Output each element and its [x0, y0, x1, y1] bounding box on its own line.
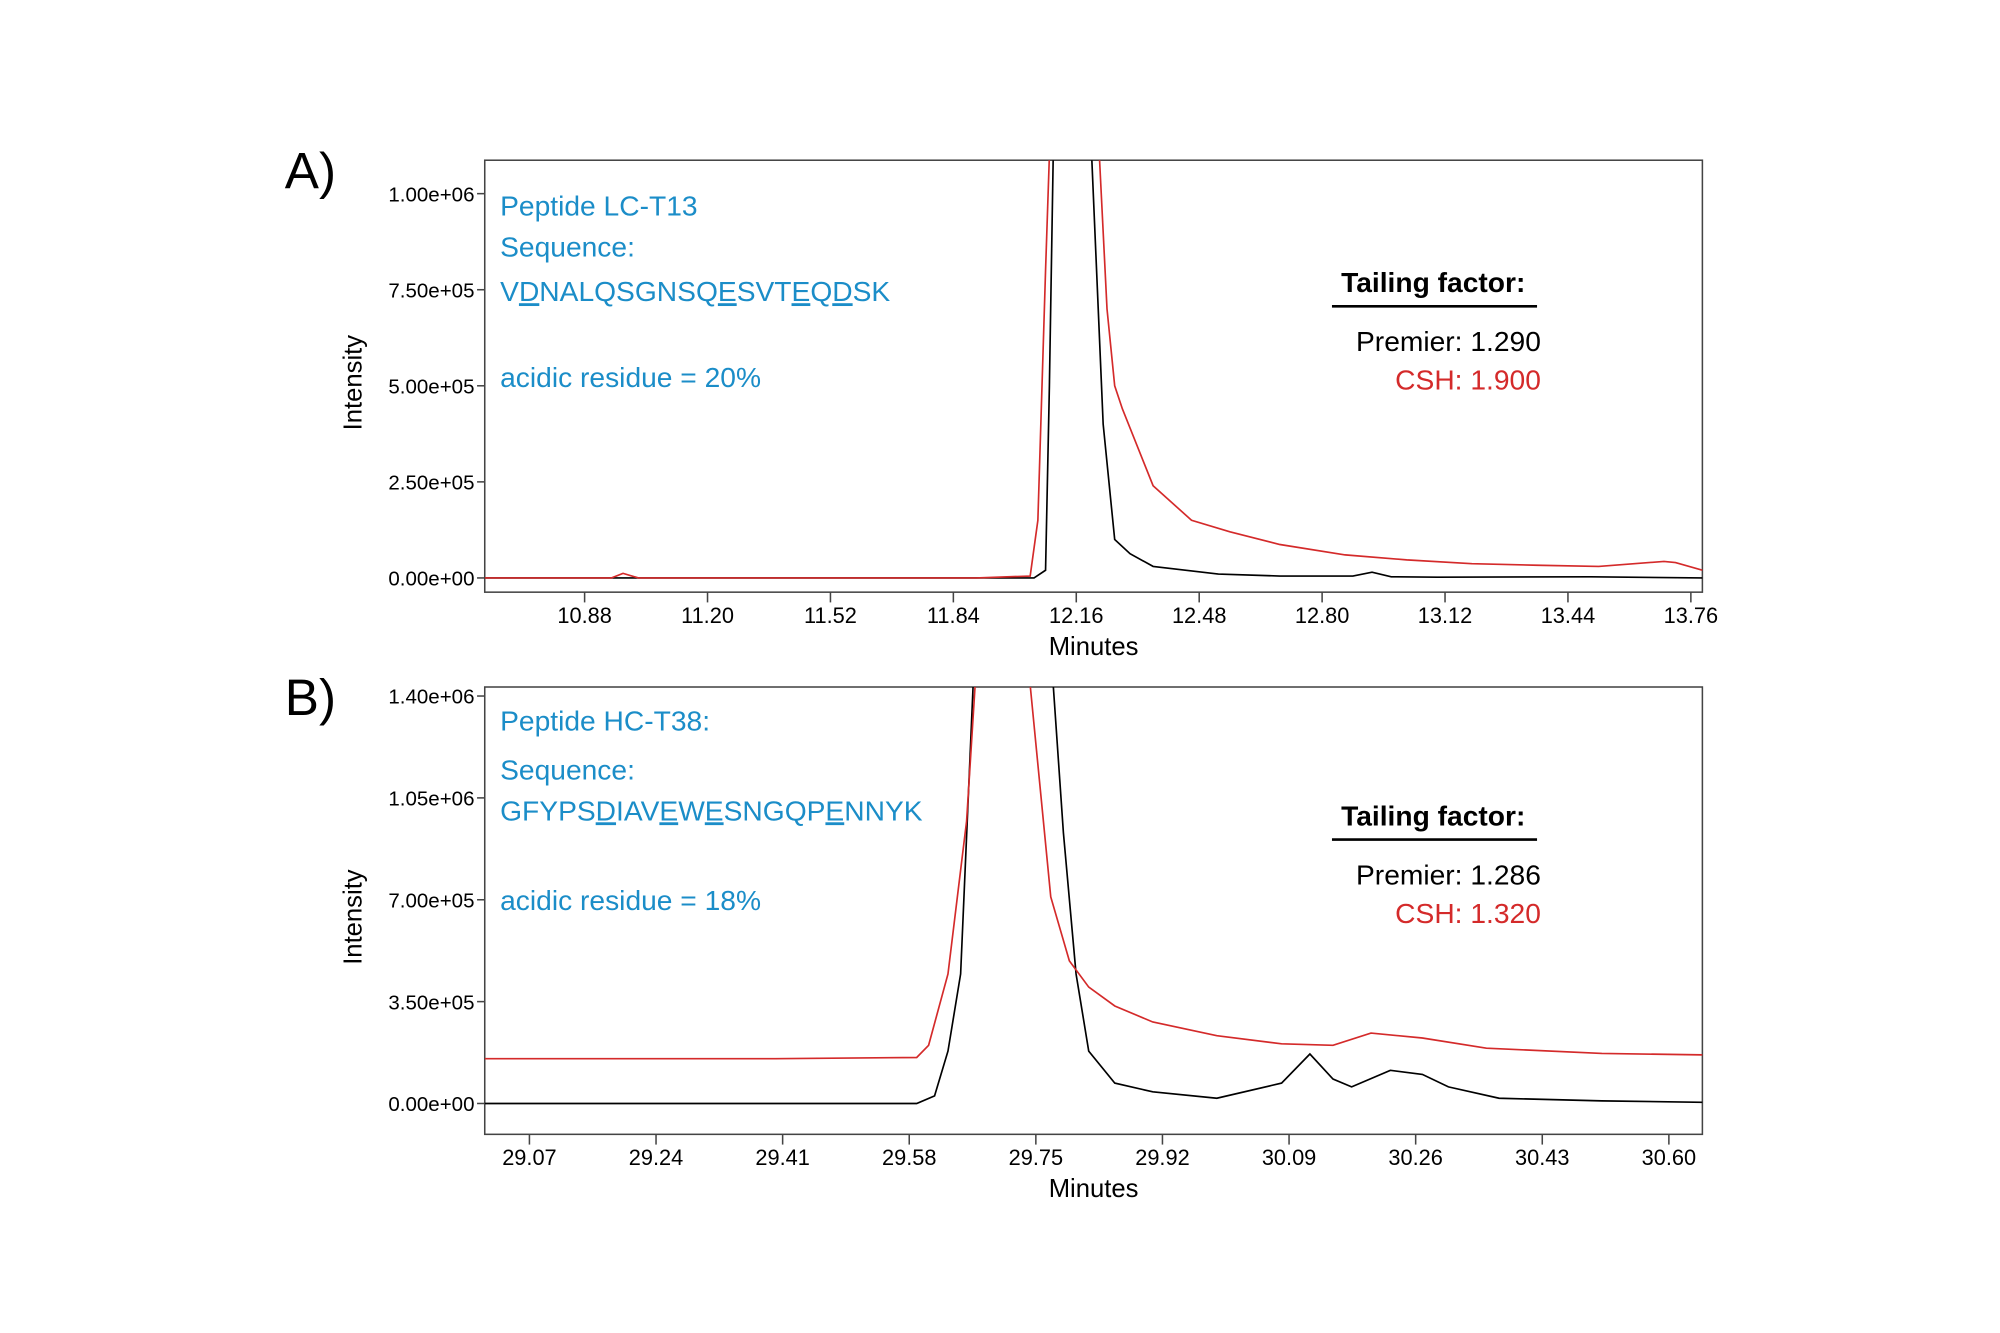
- x-tick-label: 30.60: [1642, 1145, 1696, 1170]
- sequence-segment: NALQSGNSQ: [539, 275, 718, 307]
- sequence-segment: E: [792, 275, 811, 307]
- panel-label: B): [285, 669, 336, 726]
- x-axis-title: Minutes: [1049, 633, 1139, 661]
- sequence-segment: D: [596, 794, 616, 826]
- tailing-value: Premier: 1.286: [1356, 858, 1541, 890]
- x-tick-label: 30.43: [1515, 1145, 1569, 1170]
- sequence-segment: W: [678, 794, 705, 826]
- sequence-segment: D: [519, 275, 539, 307]
- x-tick-label: 29.41: [755, 1145, 809, 1170]
- x-tick-label: 11.20: [681, 603, 734, 628]
- y-tick-label: 5.00e+05: [388, 375, 474, 398]
- sequence: GFYPSDIAVEWESNGQPENNYK: [500, 794, 923, 826]
- x-tick-label: 12.80: [1295, 603, 1349, 628]
- panel: B) 0.00e+00 3.50e+05 7.00e+05 1.05e+06 1.40e+…: [285, 669, 1704, 1203]
- series-line: [484, 687, 1703, 1060]
- x-tick-label: 10.88: [557, 603, 611, 628]
- tailing-value: CSH: 1.320: [1395, 897, 1541, 929]
- series-line: [484, 160, 1703, 579]
- x-tick-label: 11.52: [804, 603, 857, 628]
- x-tick-label: 29.75: [1009, 1145, 1063, 1170]
- peptide-name: Peptide LC-T13: [500, 189, 697, 221]
- x-tick-label: 13.44: [1541, 603, 1595, 628]
- tailing-title: Tailing factor:: [1341, 266, 1525, 298]
- y-tick-label: 3.50e+05: [388, 991, 474, 1014]
- x-tick-label: 29.92: [1135, 1145, 1189, 1170]
- series-line: [484, 160, 1703, 579]
- x-tick-label: 12.48: [1172, 603, 1226, 628]
- x-axis-title: Minutes: [1049, 1175, 1139, 1203]
- y-tick-label: 7.00e+05: [388, 889, 474, 912]
- y-tick-label: 7.50e+05: [388, 279, 474, 302]
- tailing-value: CSH: 1.900: [1395, 364, 1541, 396]
- sequence-segment: Q: [810, 275, 832, 307]
- acidic-residue: acidic residue = 18%: [500, 884, 761, 916]
- y-tick-label: 1.40e+06: [388, 686, 474, 709]
- y-tick-label: 0.00e+00: [388, 568, 474, 591]
- sequence-label: Sequence:: [500, 230, 635, 262]
- x-tick-label: 29.58: [882, 1145, 936, 1170]
- sequence-segment: E: [659, 794, 678, 826]
- sequence-segment: V: [500, 275, 519, 307]
- peptide-name: Peptide HC-T38:: [500, 705, 710, 737]
- acidic-residue: acidic residue = 20%: [500, 361, 761, 393]
- x-tick-label: 12.16: [1049, 603, 1103, 628]
- y-axis-title: Intensity: [340, 869, 368, 965]
- y-tick-label: 1.00e+06: [388, 183, 474, 206]
- sequence-segment: NNYK: [844, 794, 923, 826]
- x-tick-label: 11.84: [927, 603, 980, 628]
- y-axis-title: Intensity: [340, 335, 368, 431]
- y-tick-label: 1.05e+06: [388, 788, 474, 811]
- sequence-segment: IAV: [616, 794, 660, 826]
- x-tick-label: 29.07: [502, 1145, 556, 1170]
- sequence-segment: E: [705, 794, 724, 826]
- tailing-value: Premier: 1.290: [1356, 325, 1541, 357]
- x-tick-label: 13.12: [1418, 603, 1472, 628]
- plot-frame: [483, 686, 1704, 1136]
- sequence-segment: E: [718, 275, 737, 307]
- panel-label: A): [285, 142, 336, 199]
- sequence-segment: E: [825, 794, 844, 826]
- tailing-title: Tailing factor:: [1341, 799, 1525, 831]
- y-tick-label: 2.50e+05: [388, 472, 474, 495]
- sequence-segment: GFYPS: [500, 794, 596, 826]
- x-tick-label: 30.26: [1388, 1145, 1442, 1170]
- x-tick-label: 30.09: [1262, 1145, 1316, 1170]
- sequence-segment: D: [832, 275, 852, 307]
- sequence-segment: SK: [853, 275, 891, 307]
- sequence-label: Sequence:: [500, 753, 635, 785]
- sequence: VDNALQSGNSQESVTEQDSK: [500, 275, 890, 307]
- sequence-segment: SNGQP: [724, 794, 826, 826]
- series-line: [484, 687, 1703, 1105]
- panel: A) 0.00e+00 2.50e+05 5.00e+05 7.50e+05 1.00e+…: [285, 142, 1718, 661]
- sequence-segment: SVT: [737, 275, 792, 307]
- x-tick-label: 29.24: [629, 1145, 683, 1170]
- plot-frame: [483, 159, 1704, 593]
- y-tick-label: 0.00e+00: [388, 1093, 474, 1116]
- x-tick-label: 13.76: [1664, 603, 1718, 628]
